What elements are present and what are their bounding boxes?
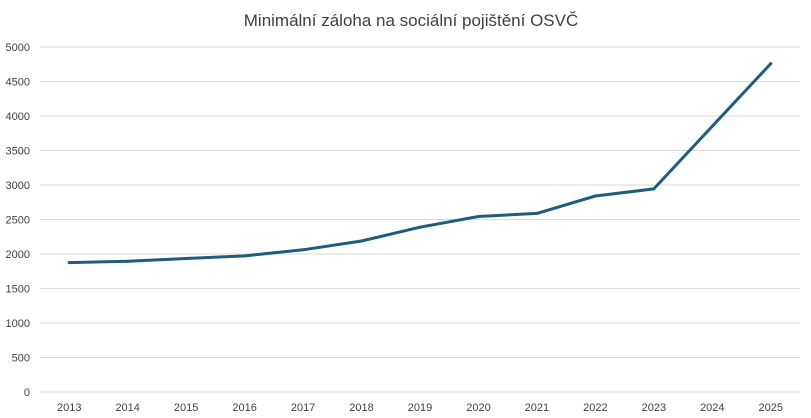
- x-tick-label: 2020: [466, 402, 490, 414]
- y-tick-label: 3000: [6, 180, 30, 192]
- x-tick-label: 2016: [232, 402, 256, 414]
- x-tick-label: 2024: [700, 402, 724, 414]
- y-axis-tick-labels: 0 500 1000 1500 2000 2500 3000 3500 4000 4500 5000: [6, 42, 30, 399]
- y-tick-label: 3500: [6, 146, 30, 158]
- y-tick-label: 5000: [6, 42, 30, 54]
- chart-title: Minimální záloha na sociální pojištění O…: [244, 11, 579, 30]
- y-tick-label: 2500: [6, 215, 30, 227]
- y-tick-label: 1000: [6, 318, 30, 330]
- data-point: [418, 225, 422, 229]
- y-tick-label: 4500: [6, 77, 30, 89]
- data-point: [710, 124, 714, 128]
- x-tick-label: 2018: [349, 402, 373, 414]
- x-tick-label: 2021: [525, 402, 549, 414]
- x-tick-label: 2025: [759, 402, 783, 414]
- data-point: [184, 256, 188, 260]
- x-axis-tick-labels: 2013 2014 2015 2016 2017 2018 2019 2020 2021 2022…: [57, 402, 783, 414]
- x-tick-label: 2022: [583, 402, 607, 414]
- data-point: [301, 248, 305, 252]
- x-tick-label: 2019: [408, 402, 432, 414]
- x-tick-label: 2015: [174, 402, 198, 414]
- data-point: [126, 259, 130, 263]
- x-tick-label: 2014: [115, 402, 139, 414]
- data-point: [535, 211, 539, 215]
- data-point: [593, 194, 597, 198]
- y-tick-label: 0: [24, 387, 30, 399]
- x-tick-label: 2013: [57, 402, 81, 414]
- data-point: [360, 239, 364, 243]
- data-point: [769, 62, 773, 66]
- x-tick-label: 2017: [291, 402, 315, 414]
- gridlines: [40, 46, 800, 393]
- y-tick-label: 2000: [6, 249, 30, 261]
- y-tick-label: 1500: [6, 284, 30, 296]
- data-point: [476, 214, 480, 218]
- x-tick-label: 2023: [642, 402, 666, 414]
- data-point: [652, 187, 656, 191]
- data-point: [243, 254, 247, 258]
- y-tick-label: 4000: [6, 111, 30, 123]
- series-line: [67, 62, 773, 265]
- series-layer: [67, 62, 773, 265]
- data-point: [67, 261, 71, 265]
- y-tick-label: 500: [12, 353, 30, 365]
